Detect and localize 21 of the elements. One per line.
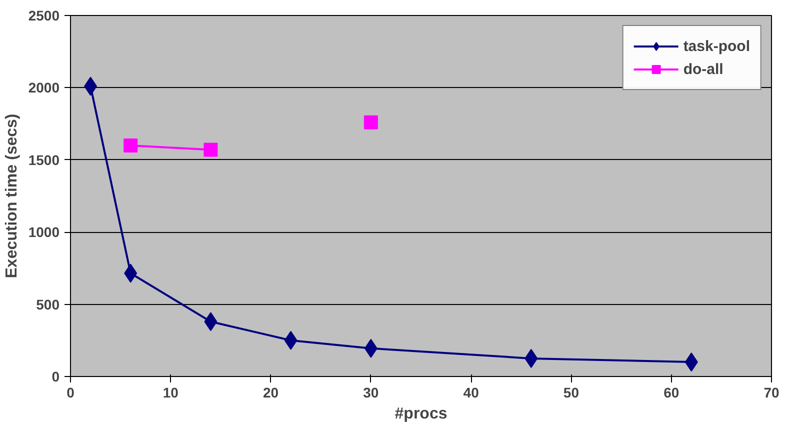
x-tick-label: 20	[263, 384, 279, 400]
legend-label: task-pool	[683, 38, 750, 54]
point	[124, 138, 138, 152]
y-tick-label: 0	[52, 368, 60, 384]
point	[204, 142, 218, 157]
x-axis-title: #procs	[394, 406, 448, 422]
point	[364, 115, 378, 130]
x-tick-label: 50	[563, 384, 580, 400]
y-axis-title: Execution time (secs)	[3, 114, 20, 278]
y-tick-label: 1500	[28, 152, 60, 168]
x-tick-label: 0	[66, 384, 75, 400]
y-tick-label: 500	[36, 296, 60, 312]
x-tick-label: 30	[363, 384, 379, 400]
y-tick-label: 2500	[28, 8, 60, 24]
y-tick-label: 1000	[28, 224, 60, 240]
x-tick-label: 70	[764, 384, 780, 400]
y-tick-label: 2000	[28, 80, 60, 96]
x-tick-label: 10	[162, 384, 179, 400]
x-tick-label: 60	[664, 384, 680, 400]
x-tick-label: 40	[463, 384, 480, 400]
legend-label: do-all	[683, 60, 724, 78]
